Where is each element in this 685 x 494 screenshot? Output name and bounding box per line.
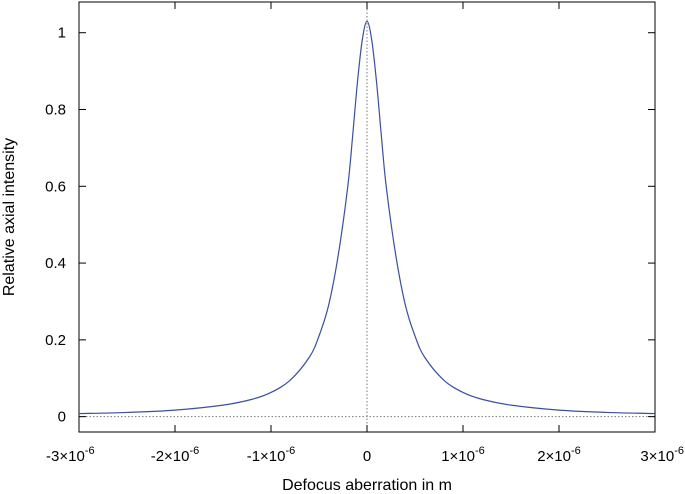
x-tick-label: -1×10-6 <box>247 445 296 465</box>
series-group <box>78 20 656 415</box>
x-axis-title: Defocus aberration in m <box>282 477 452 494</box>
x-tick-labels: -3×10-6 -2×10-6 -1×10-6 0 1×10-6 2×10-6 3×10-6 <box>46 445 684 465</box>
x-tick-label: -3×10-6 <box>46 445 95 465</box>
x-tick-label: 2×10-6 <box>537 445 581 465</box>
y-tick-label: 0.8 <box>45 102 66 119</box>
reference-lines <box>79 2 655 432</box>
x-tick-label: 0 <box>363 448 371 465</box>
y-tick-label: 0.4 <box>45 255 66 272</box>
x-tick-label: 3×10-6 <box>640 445 684 465</box>
y-tick-label: 0 <box>58 409 66 426</box>
series-line <box>78 20 656 415</box>
y-tick-label: 0.2 <box>45 332 66 349</box>
y-tick-label: 0.6 <box>45 178 66 195</box>
x-tick-label: -2×10-6 <box>151 445 200 465</box>
y-axis-title: Relative axial intensity <box>1 138 18 296</box>
y-tick-label: 1 <box>58 25 66 42</box>
y-tick-labels: 0 0.2 0.4 0.6 0.8 1 <box>45 25 66 426</box>
axis-ticks <box>78 2 656 432</box>
x-tick-label: 1×10-6 <box>441 445 485 465</box>
